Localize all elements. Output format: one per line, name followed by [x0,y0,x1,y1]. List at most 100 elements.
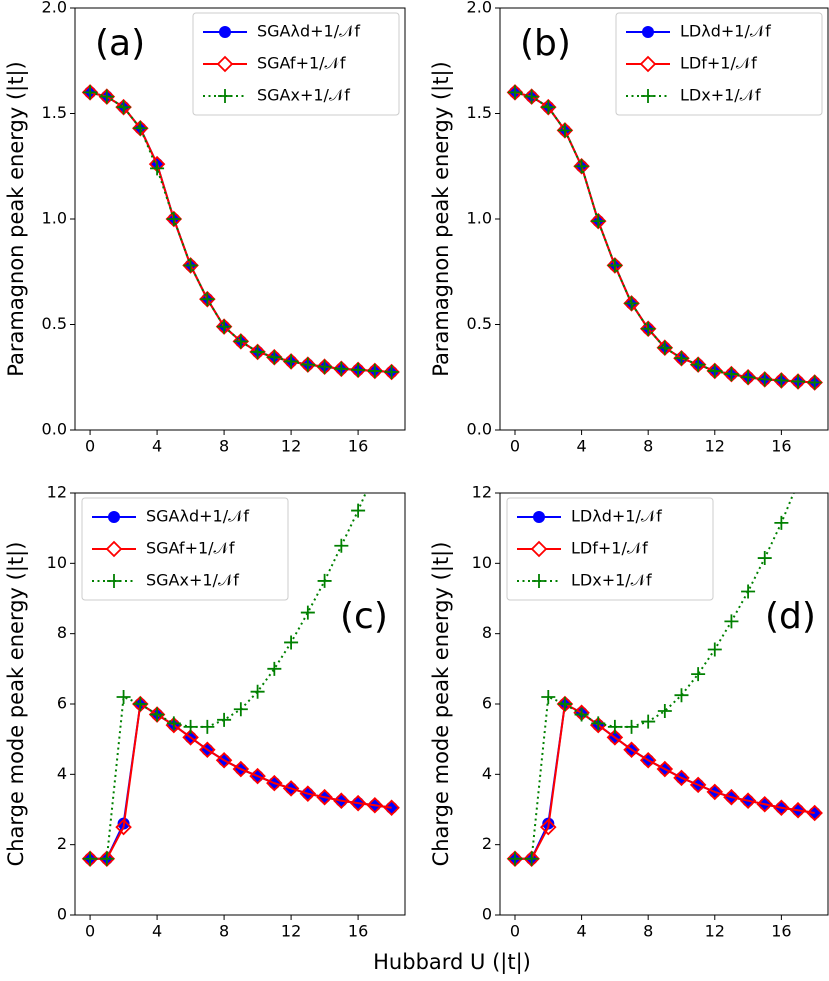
legend-label: SGAx+1/𝒩f [146,571,239,590]
series-line [90,493,367,860]
plot-area [506,84,823,391]
x-tick-label: 16 [348,437,368,456]
marker [557,697,572,711]
marker [607,719,622,734]
marker [807,375,822,390]
marker [200,292,215,307]
marker [200,719,215,734]
marker [99,89,114,104]
marker [657,704,672,719]
legend-symbol [107,574,121,588]
y-tick-label: 0.5 [42,314,67,333]
legend-box [615,12,823,116]
marker [334,538,349,553]
legend-marker [642,26,654,38]
axes-frame [499,492,829,916]
panel-label: (b) [520,23,571,64]
legend-symbol [216,55,234,73]
marker [741,584,756,599]
marker [299,785,317,802]
y-tick-label: 4 [57,764,67,783]
marker [133,697,148,711]
marker [791,475,805,489]
y-tick-label: 2 [57,834,67,853]
marker [367,363,382,378]
axes-frame [499,7,829,431]
legend-symbol [108,511,120,523]
legend-marker [532,574,546,588]
marker [673,769,690,787]
marker [333,792,350,809]
marker [267,661,282,676]
legend-label: SGAλd+1/𝒩f [257,22,360,41]
y-tick-label: 1.5 [467,103,492,122]
marker [233,334,248,349]
x-tick-label: 0 [510,437,520,456]
legend-label: SGAf+1/𝒩f [146,539,235,558]
axes-frame [74,7,406,431]
marker [133,121,148,136]
marker [115,818,132,836]
legend-label: SGAf+1/𝒩f [257,54,346,73]
plot-area [81,84,400,381]
y-tick-label: 0.0 [42,420,67,439]
marker [183,719,198,734]
y-tick-label: 0 [57,905,67,924]
x-tick-label: 8 [643,922,653,941]
y-axis-label: Charge mode peak energy (|t|) [4,542,29,867]
legend-label: LDλd+1/𝒩f [571,507,662,526]
x-tick-label: 8 [219,922,229,941]
marker [249,767,266,785]
marker [284,635,299,650]
marker [591,214,606,229]
marker [384,364,399,379]
legend-label: SGAx+1/𝒩f [257,86,350,105]
marker [150,707,165,722]
marker [150,161,165,176]
legend-label: LDf+1/𝒩f [571,539,648,558]
marker [366,797,384,814]
marker [183,258,198,273]
series-line [514,91,815,384]
series-line [514,702,815,860]
y-tick-label: 2.0 [42,0,67,17]
x-tick-label: 8 [219,437,229,456]
legend-symbol [532,574,546,588]
y-tick-label: 12 [472,483,492,502]
marker [166,716,181,731]
x-tick-label: 4 [152,437,162,456]
marker [741,370,756,385]
x-tick-label: 4 [576,922,586,941]
x-tick-label: 12 [281,437,301,456]
y-tick-label: 1.5 [42,103,67,122]
marker [739,792,757,809]
marker [723,788,740,806]
marker [791,374,806,389]
x-tick-label: 8 [643,437,653,456]
marker [674,351,689,366]
marker [591,716,606,731]
legend-symbol [533,511,545,523]
legend-label: LDx+1/𝒩f [680,86,761,105]
marker [349,794,367,812]
marker [182,729,199,746]
y-tick-label: 4 [482,764,492,783]
legend-symbol [641,89,655,103]
y-tick-label: 10 [472,553,492,572]
series-line [90,702,392,860]
marker [641,714,656,729]
legend-marker [533,511,545,523]
marker [541,100,556,115]
series-line [514,91,815,384]
marker [691,357,706,372]
marker [166,212,181,226]
marker [116,100,131,115]
marker [541,689,556,704]
panel-label: (d) [765,596,816,637]
marker [250,344,265,359]
legend-marker [216,55,234,73]
legend-box [506,497,714,601]
marker [368,465,382,479]
x-tick-label: 0 [85,922,95,941]
